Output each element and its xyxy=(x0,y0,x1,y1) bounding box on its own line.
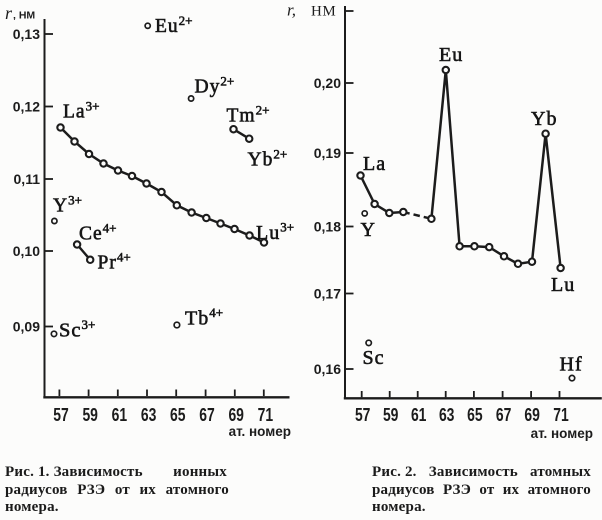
svg-text:Dy2+: Dy2+ xyxy=(195,74,235,98)
svg-text:Hf: Hf xyxy=(560,354,583,376)
svg-text:0,10: 0,10 xyxy=(13,243,40,259)
svg-text:59: 59 xyxy=(383,405,399,425)
svg-text:Tm2+: Tm2+ xyxy=(227,103,270,127)
svg-text:71: 71 xyxy=(553,405,569,425)
svg-text:67: 67 xyxy=(496,405,512,425)
svg-text:0,19: 0,19 xyxy=(314,145,341,161)
svg-text:r,: r, xyxy=(287,1,296,20)
svg-text:Ce4+: Ce4+ xyxy=(79,221,117,245)
svg-text:ат. номер: ат. номер xyxy=(531,426,593,441)
svg-text:63: 63 xyxy=(439,405,455,425)
svg-text:Yb2+: Yb2+ xyxy=(248,147,288,171)
svg-text:0,16: 0,16 xyxy=(314,361,341,377)
svg-text:Lu3+: Lu3+ xyxy=(256,220,294,245)
svg-text:La: La xyxy=(363,153,386,175)
svg-text:r: r xyxy=(5,3,13,23)
svg-text:Sc3+: Sc3+ xyxy=(59,317,95,342)
svg-text:67: 67 xyxy=(199,405,215,425)
svg-text:Y: Y xyxy=(361,219,376,241)
svg-text:Eu: Eu xyxy=(439,44,463,66)
svg-text:La3+: La3+ xyxy=(63,99,99,123)
svg-text:, НМ: , НМ xyxy=(13,10,35,22)
svg-text:59: 59 xyxy=(82,405,98,425)
svg-text:ат. номер: ат. номер xyxy=(229,424,291,439)
svg-text:63: 63 xyxy=(141,405,157,425)
svg-text:65: 65 xyxy=(467,405,483,425)
svg-text:0,12: 0,12 xyxy=(13,99,40,115)
svg-text:Lu: Lu xyxy=(551,274,575,296)
svg-text:0,17: 0,17 xyxy=(314,286,341,302)
svg-text:65: 65 xyxy=(170,405,186,425)
svg-text:61: 61 xyxy=(112,405,128,425)
svg-text:Tb4+: Tb4+ xyxy=(185,305,223,330)
svg-text:0,18: 0,18 xyxy=(314,219,341,235)
svg-text:57: 57 xyxy=(53,405,69,425)
svg-text:69: 69 xyxy=(524,405,540,425)
svg-text:57: 57 xyxy=(355,405,371,425)
svg-text:0,11: 0,11 xyxy=(14,171,41,187)
svg-text:НМ: НМ xyxy=(311,4,336,20)
svg-text:Y3+: Y3+ xyxy=(53,193,82,217)
svg-text:Sc: Sc xyxy=(363,347,385,369)
svg-text:Eu2+: Eu2+ xyxy=(155,13,193,37)
svg-text:61: 61 xyxy=(411,405,427,425)
svg-text:0,13: 0,13 xyxy=(13,26,40,42)
svg-text:0,20: 0,20 xyxy=(314,75,341,91)
svg-text:0,09: 0,09 xyxy=(13,319,40,335)
svg-text:Yb: Yb xyxy=(531,108,557,130)
svg-text:69: 69 xyxy=(228,405,244,425)
svg-text:71: 71 xyxy=(258,405,274,425)
svg-text:Pr4+: Pr4+ xyxy=(98,250,131,274)
